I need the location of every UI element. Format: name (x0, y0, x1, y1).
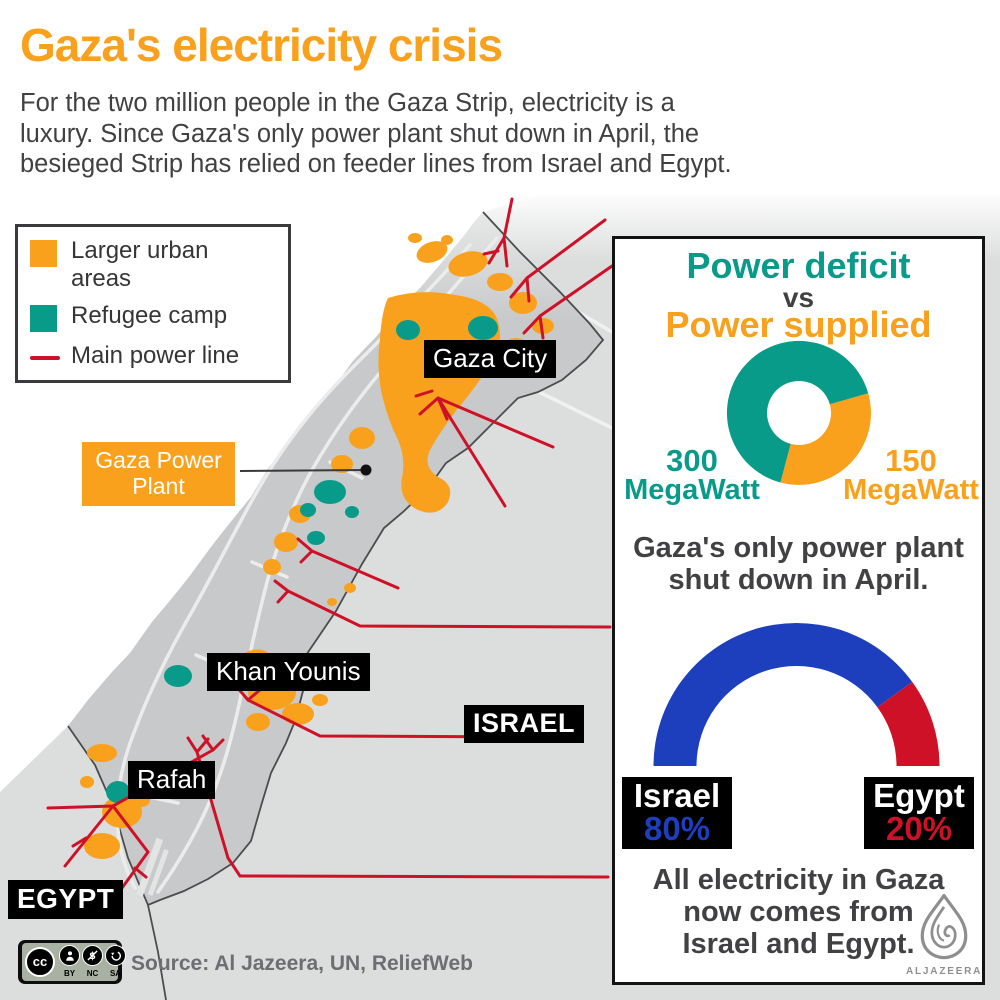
deficit-value: 300 (666, 443, 718, 478)
deficit-unit: MegaWatt (624, 474, 760, 506)
donut-supplied-slice (780, 393, 871, 485)
egypt-percent: 20% (885, 810, 953, 847)
egypt-israel-border-line (147, 904, 167, 1000)
page-description: For the two million people in the Gaza S… (20, 89, 732, 179)
power-lines (46, 197, 614, 890)
sa-icon (105, 945, 126, 966)
israel-name: Israel (633, 777, 721, 814)
refugee-camp-swatch (30, 305, 57, 333)
legend-label: Larger urban areas (71, 237, 209, 292)
donut-deficit-slice (726, 340, 869, 483)
panel-heading-supplied: Power supplied (665, 304, 932, 345)
stats-panel: Power deficit vs Power supplied 300 Mega… (612, 236, 985, 985)
map-legend: Larger urban areas Refugee camp Main pow… (15, 224, 291, 383)
legend-item-camp: Refugee camp (30, 302, 278, 333)
supplied-unit: MegaWatt (843, 474, 979, 506)
israel-share-tag: Israel 80% (622, 777, 732, 849)
creative-commons-badge: cc $ BY NC SA (18, 940, 126, 984)
nc-label: NC (86, 969, 99, 978)
cc-icon: cc (25, 947, 55, 977)
legend-item-urban: Larger urban areas (30, 237, 278, 292)
label-rafah: Rafah (128, 761, 216, 799)
power-plant-marker (239, 464, 372, 476)
sa-label: SA (109, 969, 122, 978)
by-icon (59, 945, 80, 966)
egypt-name: Egypt (873, 777, 965, 814)
caption-shutdown: Gaza's only power plant shut down in Apr… (633, 532, 964, 596)
by-label: BY (63, 969, 76, 978)
supplied-value-label: 150 MegaWatt (836, 445, 986, 505)
supplied-value: 150 (885, 443, 937, 478)
label-gaza-power-plant: Gaza Power Plant (82, 442, 235, 506)
label-khan-younis: Khan Younis (207, 653, 370, 691)
gauge-egypt-arc (877, 681, 940, 766)
urban-area-swatch (30, 240, 57, 267)
aljazeera-wordmark: ALJAZEERA (906, 966, 983, 977)
panel-heading-vs: vs (782, 282, 815, 313)
power-line-swatch (30, 356, 60, 361)
israel-percent: 80% (643, 810, 711, 847)
legend-label: Refugee camp (71, 302, 228, 330)
panel-heading-deficit: Power deficit (686, 245, 911, 286)
nc-icon: $ (82, 945, 103, 966)
caption-all-electricity: All electricity in Gaza now comes from I… (652, 864, 945, 960)
legend-label: Main power line (71, 342, 240, 370)
egypt-share-tag: Egypt 20% (864, 777, 974, 849)
deficit-value-label: 300 MegaWatt (617, 445, 767, 505)
label-israel: ISRAEL (464, 705, 585, 743)
source-credit: Source: Al Jazeera, UN, ReliefWeb (131, 952, 473, 975)
aljazeera-logo: ALJAZEERA (906, 892, 983, 977)
gaza-border-line (67, 211, 605, 907)
label-gaza-city: Gaza City (424, 340, 557, 378)
aljazeera-flame-icon (920, 892, 968, 960)
page-title: Gaza's electricity crisis (20, 19, 503, 71)
power-donut-chart (726, 340, 871, 485)
legend-item-powerline: Main power line (30, 342, 278, 370)
label-egypt: EGYPT (8, 880, 124, 919)
supply-gauge-chart (653, 622, 940, 766)
refugee-camps (106, 316, 498, 803)
gauge-israel-arc (653, 622, 913, 766)
airport-runways (136, 837, 169, 897)
cc-badge-inner: cc $ BY NC SA (22, 943, 126, 981)
